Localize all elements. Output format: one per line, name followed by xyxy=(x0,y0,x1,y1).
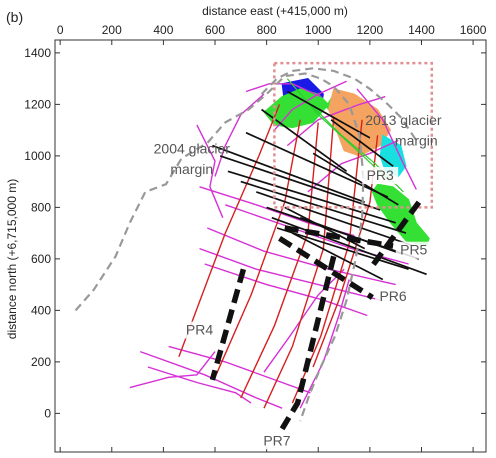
x-tick-label-1000: 1000 xyxy=(305,23,332,37)
survey-line-black-6 xyxy=(271,216,427,276)
survey-line-magenta-2 xyxy=(139,350,283,409)
profile-pr3-line xyxy=(367,200,422,271)
profile-pr6-line xyxy=(278,235,374,300)
survey-line-magenta-10 xyxy=(245,83,322,98)
survey-line-black-12 xyxy=(299,216,402,255)
x-tick-label-1600: 1600 xyxy=(460,23,487,37)
y-tick-label-1000: 1000 xyxy=(24,149,51,163)
profile-pr4-line xyxy=(209,268,247,381)
survey-line-magenta-15 xyxy=(356,88,417,190)
annotation-0: 2004 glacier xyxy=(154,140,231,156)
survey-line-black-0 xyxy=(212,144,365,203)
y-tick-label-600: 600 xyxy=(31,252,51,266)
annotation-1: margin xyxy=(170,161,213,177)
y-tick-label-200: 200 xyxy=(31,355,51,369)
axis-ticks: 0 200 400 600 800 1000 1200 1400 1600 0 200 400 600 8… xyxy=(24,23,487,452)
y-tick-label-1200: 1200 xyxy=(24,97,51,111)
survey-line-red-0 xyxy=(178,104,281,357)
survey-line-magenta-11 xyxy=(214,93,265,177)
survey-line-magenta-13 xyxy=(286,95,386,147)
profile-pr7-label: PR7 xyxy=(263,432,290,448)
profile-pr5-label-bg xyxy=(395,241,432,259)
survey-line-black-15 xyxy=(330,119,394,167)
profile-pr5-label: PR5 xyxy=(400,242,427,258)
survey-line-magenta-17 xyxy=(299,279,350,409)
survey-line-black-10 xyxy=(286,90,371,139)
survey-line-magenta-4 xyxy=(204,263,368,317)
profile-pr5-line xyxy=(284,225,394,249)
survey-line-red-2 xyxy=(240,122,319,399)
glacier-margins xyxy=(74,61,434,422)
survey-line-black-4 xyxy=(256,191,414,247)
survey-line-red-3 xyxy=(263,117,335,409)
profile-pr6-label: PR6 xyxy=(379,288,406,304)
profile-pr3-label-bg xyxy=(362,167,399,185)
y-tick-label-800: 800 xyxy=(31,200,51,214)
survey-line-black-1 xyxy=(219,155,381,211)
survey-line-black-2 xyxy=(227,170,396,224)
glacier-margin-2013-line xyxy=(260,67,418,142)
x-tick-label-800: 800 xyxy=(257,23,277,37)
x-tick-label-200: 200 xyxy=(102,23,122,37)
survey-line-black-7 xyxy=(276,227,409,271)
y-tick-label-400: 400 xyxy=(31,303,51,317)
survey-line-red-1 xyxy=(214,119,301,378)
survey-line-black-14 xyxy=(312,152,399,206)
survey-line-black-9 xyxy=(245,131,389,198)
y-tick-label-1400: 1400 xyxy=(24,46,51,60)
panel-label: (b) xyxy=(6,9,23,25)
survey-line-magenta-8 xyxy=(196,124,224,218)
x-tick-label-1400: 1400 xyxy=(408,23,435,37)
plot-frame xyxy=(54,39,487,453)
survey-line-magenta-14 xyxy=(307,139,399,193)
glacier-margin-2004-line xyxy=(74,72,365,422)
survey-line-magenta-16 xyxy=(263,268,345,373)
profile-pr7-line xyxy=(279,255,337,431)
profile-lines xyxy=(209,200,422,431)
x-tick-label-600: 600 xyxy=(205,23,225,37)
survey-line-magenta-1 xyxy=(147,366,252,404)
profile-pr4-label-bg xyxy=(181,321,218,339)
survey-line-black-8 xyxy=(261,108,348,172)
survey-box xyxy=(273,61,434,209)
annotation-3: margin xyxy=(395,133,438,149)
survey-line-black-13 xyxy=(292,232,384,281)
survey-line-magenta-3 xyxy=(168,345,311,394)
chart-annotations: PR3 PR4 PR5 PR6 PR7 2004 glacier margin 2013 gl… xyxy=(154,112,442,450)
profile-pr4-label: PR4 xyxy=(186,322,213,338)
survey-line-magenta-6 xyxy=(207,227,396,286)
y-axis-title: distance north (+6,715,000 m) xyxy=(5,179,19,339)
x-tick-label-1200: 1200 xyxy=(357,23,384,37)
profile-pr3-label: PR3 xyxy=(367,167,394,183)
profile-pr6-label-bg xyxy=(375,288,412,306)
x-axis-title: distance east (+415,000 m) xyxy=(202,4,348,18)
annotation-2: 2013 glacier xyxy=(365,112,442,128)
y-tick-label-0: 0 xyxy=(44,406,51,420)
survey-line-magenta-0 xyxy=(129,351,216,389)
survey-line-green-0 xyxy=(286,78,391,183)
x-tick-label-400: 400 xyxy=(153,23,173,37)
x-tick-label-0: 0 xyxy=(57,23,64,37)
profile-pr7-label-bg xyxy=(258,432,295,450)
